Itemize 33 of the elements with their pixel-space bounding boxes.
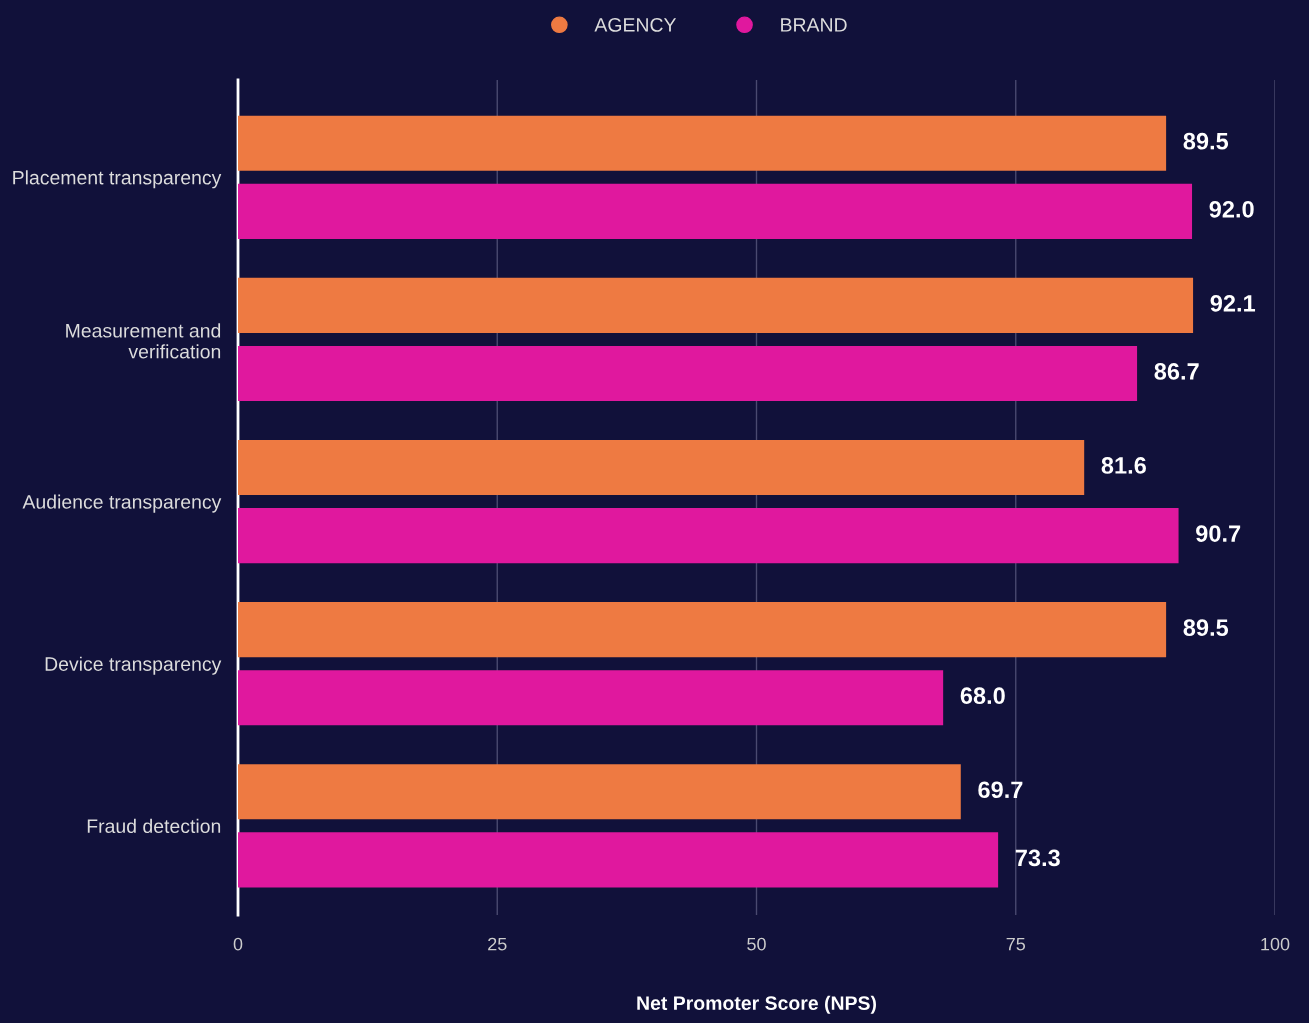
x-axis-title: Net Promoter Score (NPS) bbox=[637, 995, 877, 1014]
x-tick-label: 50 bbox=[747, 937, 766, 951]
x-tick-label: 100 bbox=[1261, 937, 1290, 951]
data-label: 89.5 bbox=[1183, 619, 1229, 636]
y-tick-label: Measurement and verification bbox=[66, 323, 221, 359]
bar bbox=[238, 832, 999, 888]
x-tick-label: 75 bbox=[1006, 937, 1026, 951]
bar bbox=[238, 277, 1194, 333]
y-tick-label: Placement transparency bbox=[13, 170, 222, 189]
bar bbox=[238, 508, 1179, 564]
bar bbox=[238, 345, 1138, 402]
data-label: 68.0 bbox=[960, 687, 1005, 705]
bar bbox=[238, 183, 1193, 239]
data-label: 92.1 bbox=[1210, 294, 1256, 312]
legend-label: BRAND bbox=[781, 18, 847, 32]
bar bbox=[238, 764, 961, 820]
x-tick-label: 0 bbox=[233, 937, 243, 951]
x-tick-label: 25 bbox=[488, 937, 507, 951]
data-label: 86.7 bbox=[1154, 363, 1199, 380]
data-label: 90.7 bbox=[1196, 525, 1241, 542]
y-tick-label: Fraud detection bbox=[87, 818, 221, 834]
data-label: 73.3 bbox=[1015, 849, 1060, 867]
data-label: 92.0 bbox=[1209, 200, 1254, 218]
bar bbox=[238, 670, 944, 726]
y-tick-label: Device transparency bbox=[45, 656, 222, 675]
bar bbox=[238, 115, 1167, 171]
legend-label: AGENCY bbox=[594, 18, 677, 32]
bar bbox=[238, 439, 1085, 496]
data-label: 89.5 bbox=[1183, 132, 1229, 150]
bar bbox=[238, 602, 1167, 658]
data-label: 69.7 bbox=[978, 781, 1023, 799]
y-tick-label: Audience transparency bbox=[22, 494, 222, 513]
data-label: 81.6 bbox=[1101, 457, 1146, 474]
